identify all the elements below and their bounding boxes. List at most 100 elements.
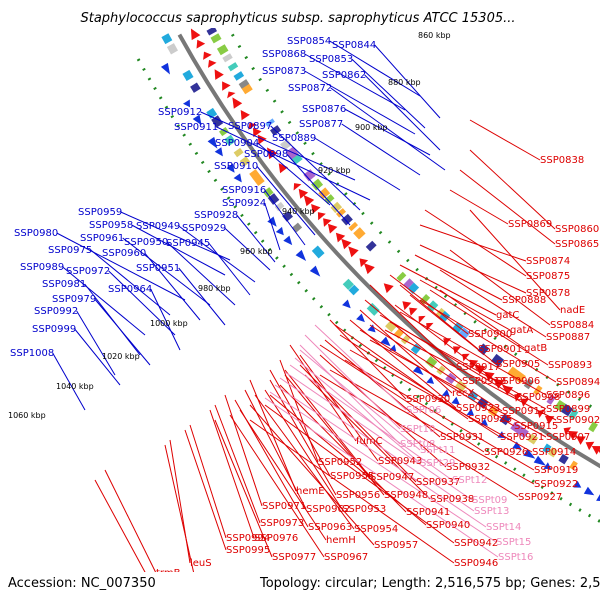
category-block: [265, 118, 275, 127]
reverse-gene-label: SSP0956: [336, 490, 380, 501]
connector-line: [394, 304, 497, 382]
forward-gene-arrow: [543, 462, 552, 469]
connector-line: [208, 242, 251, 296]
category-block: [342, 278, 354, 290]
category-block: [366, 302, 380, 316]
reverse-gene-label: SSP0937: [416, 477, 460, 488]
connector-line: [419, 244, 527, 294]
forward-gene-label: SSP0951: [136, 263, 180, 274]
category-block: [419, 294, 431, 305]
connector-line: [284, 369, 371, 478]
reverse-gene-label: SSP0894: [556, 377, 600, 388]
connector-line: [249, 404, 375, 546]
reverse-gene-label: SSP0947: [370, 472, 414, 483]
reverse-gene-label: SSP0941: [406, 507, 450, 518]
reverse-gene-label: SSP0957: [374, 540, 418, 551]
connector-line: [349, 349, 533, 453]
forward-gene-arrow: [275, 226, 284, 236]
connector-line: [200, 111, 356, 181]
forward-gene-label: SSP0964: [108, 284, 152, 295]
reverse-gene-arrow: [383, 283, 394, 294]
rna-gene-label: SSPr06: [406, 405, 441, 416]
forward-gene-arrow: [380, 336, 391, 347]
connector-line: [289, 364, 453, 481]
reverse-gene-label: SSP0902: [556, 415, 600, 426]
rna-gene-label: SSPt14: [486, 522, 521, 533]
reverse-gene-arrow: [232, 97, 243, 109]
reverse-gene-label: SSP0874: [526, 256, 570, 267]
connector-line: [449, 189, 509, 225]
reverse-gene-label: gatA: [510, 325, 533, 336]
kbp-tick-label: 960 kbp: [240, 247, 273, 256]
forward-gene-label: SSP0928: [194, 210, 238, 221]
reverse-gene-label: SSP0977: [272, 552, 316, 563]
reverse-gene-arrow: [567, 430, 579, 441]
reverse-gene-label: SSP0919: [534, 465, 578, 476]
category-block: [353, 227, 366, 240]
category-block: [274, 201, 285, 212]
connector-line: [284, 371, 473, 501]
category-block: [222, 53, 233, 63]
reverse-gene-label: SSP0921: [500, 432, 544, 443]
forward-gene-arrow: [533, 455, 546, 466]
reverse-gene-arrow: [520, 398, 529, 407]
connector-line: [264, 404, 455, 544]
category-block: [568, 409, 579, 420]
category-block: [348, 284, 360, 296]
connector-line: [104, 469, 157, 574]
reverse-gene-label: nadE: [560, 305, 585, 316]
reverse-gene-label: hemH: [326, 535, 356, 546]
forward-gene-arrow: [512, 441, 522, 450]
category-block: [569, 460, 578, 471]
genome-summary-text: Topology: circular; Length: 2,516,575 bp…: [259, 576, 600, 591]
connector-line: [178, 267, 226, 326]
category-block: [206, 107, 218, 119]
connector-line: [341, 123, 421, 176]
connector-line: [74, 328, 121, 386]
connector-line: [144, 252, 201, 321]
connector-line: [429, 289, 549, 366]
forward-gene-label: SSP0889: [272, 133, 316, 144]
forward-gene-label: SSP0945: [166, 238, 210, 249]
forward-gene-arrow: [573, 480, 582, 488]
category-block: [410, 343, 422, 355]
category-block: [341, 213, 353, 226]
category-block: [211, 115, 224, 128]
connector-line: [224, 227, 271, 271]
reverse-gene-arrow: [597, 449, 600, 454]
connector-line: [108, 270, 176, 336]
reverse-gene-label: SSP0860: [555, 224, 599, 235]
connector-line: [399, 311, 547, 396]
forward-gene-label: SSP0950: [124, 237, 168, 248]
forward-gene-label: SSP0877: [299, 119, 343, 130]
connector-line: [319, 354, 447, 468]
connector-line: [249, 419, 455, 564]
connector-line: [166, 241, 236, 306]
connector-line: [264, 389, 343, 510]
forward-gene-label: SSP0911: [174, 122, 218, 133]
reverse-gene-label: SSP0896: [546, 390, 590, 401]
forward-gene-arrow: [192, 114, 202, 126]
connector-line: [299, 349, 421, 451]
connector-line: [419, 224, 527, 262]
connector-line: [329, 319, 407, 400]
forward-gene-arrow: [583, 486, 595, 496]
connector-line: [319, 374, 519, 498]
category-block: [233, 147, 244, 158]
reverse-gene-arrow: [248, 122, 257, 130]
map-title: Staphylococcus saprophyticus subsp. sapr…: [80, 11, 515, 26]
reverse-gene-label: SSP0901: [478, 344, 522, 355]
connector-line: [264, 189, 306, 246]
category-block: [224, 134, 236, 147]
reverse-gene-arrow: [402, 301, 412, 311]
category-block: [458, 327, 471, 340]
category-block: [291, 222, 303, 233]
connector-line: [189, 424, 227, 539]
forward-gene-label: SSP0980: [14, 228, 58, 239]
rna-gene-label: SSPt15: [496, 537, 531, 548]
category-block: [542, 443, 552, 454]
reverse-gene-arrow: [514, 393, 522, 402]
genome-rings: [136, 11, 600, 524]
category-block: [403, 278, 414, 289]
category-block: [311, 245, 325, 259]
